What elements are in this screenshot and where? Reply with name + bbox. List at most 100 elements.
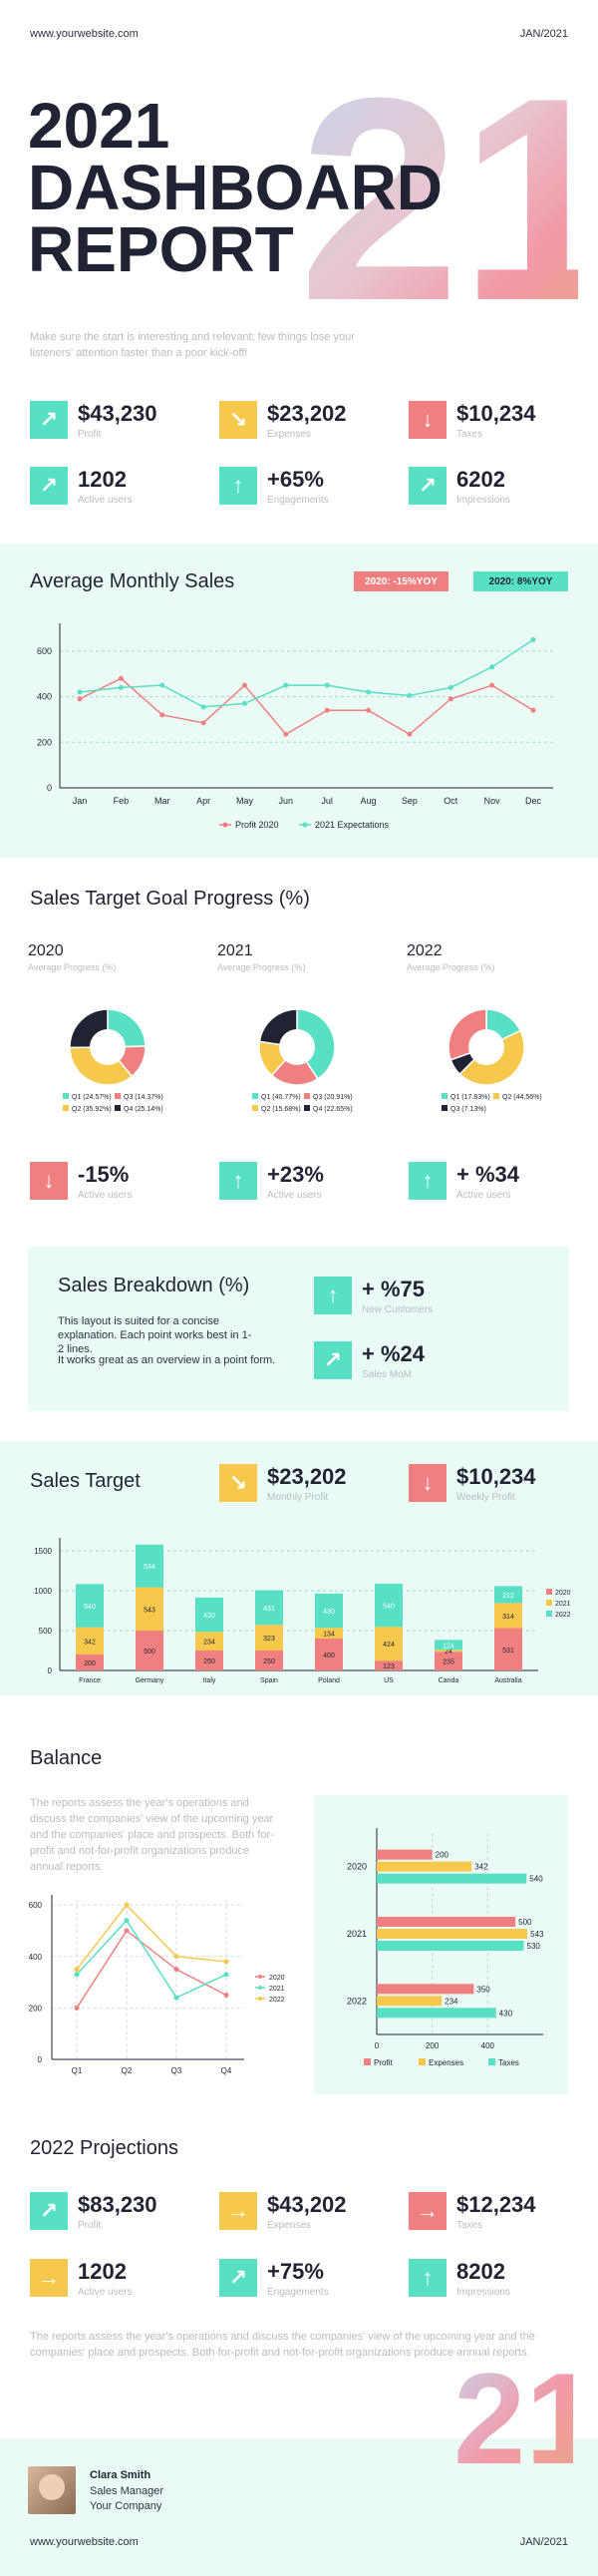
kpi-label: Active users (456, 1190, 511, 1201)
x-tick-label: Italy (203, 1677, 216, 1684)
kpi-label: Taxes (456, 429, 483, 440)
bar-value-label: 430 (499, 2009, 513, 2018)
data-point (530, 636, 536, 642)
kpi-label: Monthly Profit (267, 1492, 329, 1503)
arrow-icon: ↓ (30, 1162, 68, 1200)
kpi-card: ↗ $43,230 Profit (30, 401, 157, 440)
kpi-label: Active users (78, 1190, 133, 1201)
header-date: JAN/2021 (519, 28, 568, 40)
kpi-value: 6202 (456, 467, 505, 492)
data-point (407, 692, 413, 698)
footer-section (0, 2438, 598, 2576)
footer-big-number-text: 21 (453, 2359, 573, 2468)
kpi-card: ↑ 8202 Impressions (409, 2259, 510, 2298)
balance-bar-chart: 0 200 400 2020 200 342 540 2021 500 543 530 2022 350… (347, 1828, 544, 2067)
kpi-label: Active users (78, 2287, 133, 2298)
y-tick-label: 0 (48, 1666, 53, 1675)
header-website[interactable]: www.yourwebsite.com (30, 28, 139, 40)
x-tick-label: France (79, 1677, 101, 1684)
y-tick-label: 200 (29, 2004, 43, 2013)
legend-label: 2021 (269, 1986, 285, 1993)
series-line-1 (76, 1919, 227, 2000)
data-point (283, 682, 289, 688)
bar-value-label: 500 (518, 1918, 532, 1927)
bar-value-label: 234 (203, 1640, 215, 1647)
kpi-card: ↑ +23% Active users (219, 1162, 324, 1201)
donut-chart: Q1 (24.57%) Q3 (14.37%) Q2 (35.92%) Q4 (25.… (63, 1008, 163, 1113)
donut-slice (270, 1045, 319, 1086)
breakdown-title: Sales Breakdown (%) (58, 1275, 250, 1296)
kpi-label: Impressions (456, 495, 510, 506)
donut-card: 2020 Average Progress (%) (28, 942, 207, 972)
arrow-icon: ↗ (30, 401, 68, 439)
bar (377, 1996, 443, 2007)
kpi-value: +23% (267, 1162, 324, 1187)
arrow-icon: ↑ (409, 2259, 447, 2297)
legend-marker (302, 822, 308, 828)
data-point (77, 689, 83, 695)
bar (377, 1929, 528, 1939)
x-tick-label: Q3 (171, 2066, 182, 2075)
x-tick-label: Germany (136, 1677, 164, 1684)
y-tick-label: 400 (37, 692, 52, 702)
kpi-card: ↘ $23,202 Monthly Profit (219, 1464, 347, 1503)
legend-swatch (252, 1093, 258, 1099)
series-line-1 (79, 638, 534, 708)
kpi-card: → $43,202 Expenses (219, 2192, 347, 2231)
legend-swatch (115, 1093, 121, 1099)
arrow-icon: ↓ (409, 401, 447, 439)
legend-label: Q4 (22.65%) (313, 1106, 353, 1113)
badge-2020: 2020: -15%YOY (354, 571, 448, 591)
bar-value-label: 350 (476, 1985, 490, 1994)
monthly-sales-chart: 0 200 400 600 Jan Feb Mar Apr May Jun Jul Aug Sep Oct… (37, 623, 553, 830)
arrow-icon: ↗ (314, 1341, 352, 1379)
legend-label: 2020 (269, 1975, 285, 1982)
bar-segment (255, 1651, 283, 1670)
bar-segment (255, 1590, 283, 1626)
data-point (124, 1928, 130, 1934)
donut-hole (468, 1029, 504, 1065)
kpi-card: ↗ + %24 Sales MoM (314, 1341, 425, 1380)
bar-value-label: 24 (445, 1649, 452, 1656)
kpi-value: +65% (267, 467, 324, 492)
kpi-value: $23,202 (267, 401, 347, 426)
legend-swatch (252, 1105, 258, 1111)
kpi-card: → $12,234 Taxes (409, 2192, 536, 2231)
arrow-icon: → (409, 2192, 447, 2230)
donut-slice (69, 1046, 134, 1086)
x-tick-label: 0 (375, 2041, 380, 2050)
data-point (124, 1918, 130, 1924)
bar-value-label: 235 (443, 1659, 454, 1666)
x-tick-label: Q4 (221, 2066, 232, 2075)
x-tick-label: Mar (154, 796, 170, 806)
sales-target-chart: 0 500 1000 1500 200 342 540 France 500 543 534 Germ… (34, 1538, 571, 1684)
bar-value-label: 123 (383, 1663, 395, 1670)
legend-swatch (115, 1105, 121, 1111)
kpi-value: + %24 (362, 1341, 425, 1366)
bar-value-label: 424 (383, 1642, 395, 1649)
title-line-1: 2021 (28, 90, 170, 162)
kpi-label: Taxes (456, 2220, 483, 2231)
page-title: 2021 DASHBOARD REPORT (28, 90, 443, 281)
kpi-label: Profit (78, 429, 102, 440)
legend-swatch (546, 1600, 552, 1606)
x-tick-label: Apr (196, 796, 210, 806)
kpi-label: Engagements (267, 495, 329, 506)
data-point (173, 1967, 179, 1973)
kpi-label: Active users (267, 1190, 322, 1201)
data-point (173, 1954, 179, 1960)
kpi-card: ↓ -15% Active users (30, 1162, 132, 1201)
y-tick-label: 0 (38, 2055, 43, 2064)
kpi-card: ↑ + %75 New Customers (314, 1277, 433, 1315)
x-tick-label: Q2 (122, 2066, 133, 2075)
donut-year: 2022 (407, 942, 443, 959)
y-tick-label: 1500 (34, 1547, 52, 1556)
data-point (124, 1902, 130, 1908)
bar-segment (494, 1603, 522, 1629)
data-point (74, 1967, 80, 1973)
legend-label: Q1 (24.57%) (72, 1094, 112, 1101)
bar-segment (435, 1652, 462, 1670)
kpi-label: Expenses (267, 429, 311, 440)
x-tick-label: 400 (481, 2041, 495, 2050)
footer-website[interactable]: www.yourwebsite.com (30, 2536, 139, 2548)
